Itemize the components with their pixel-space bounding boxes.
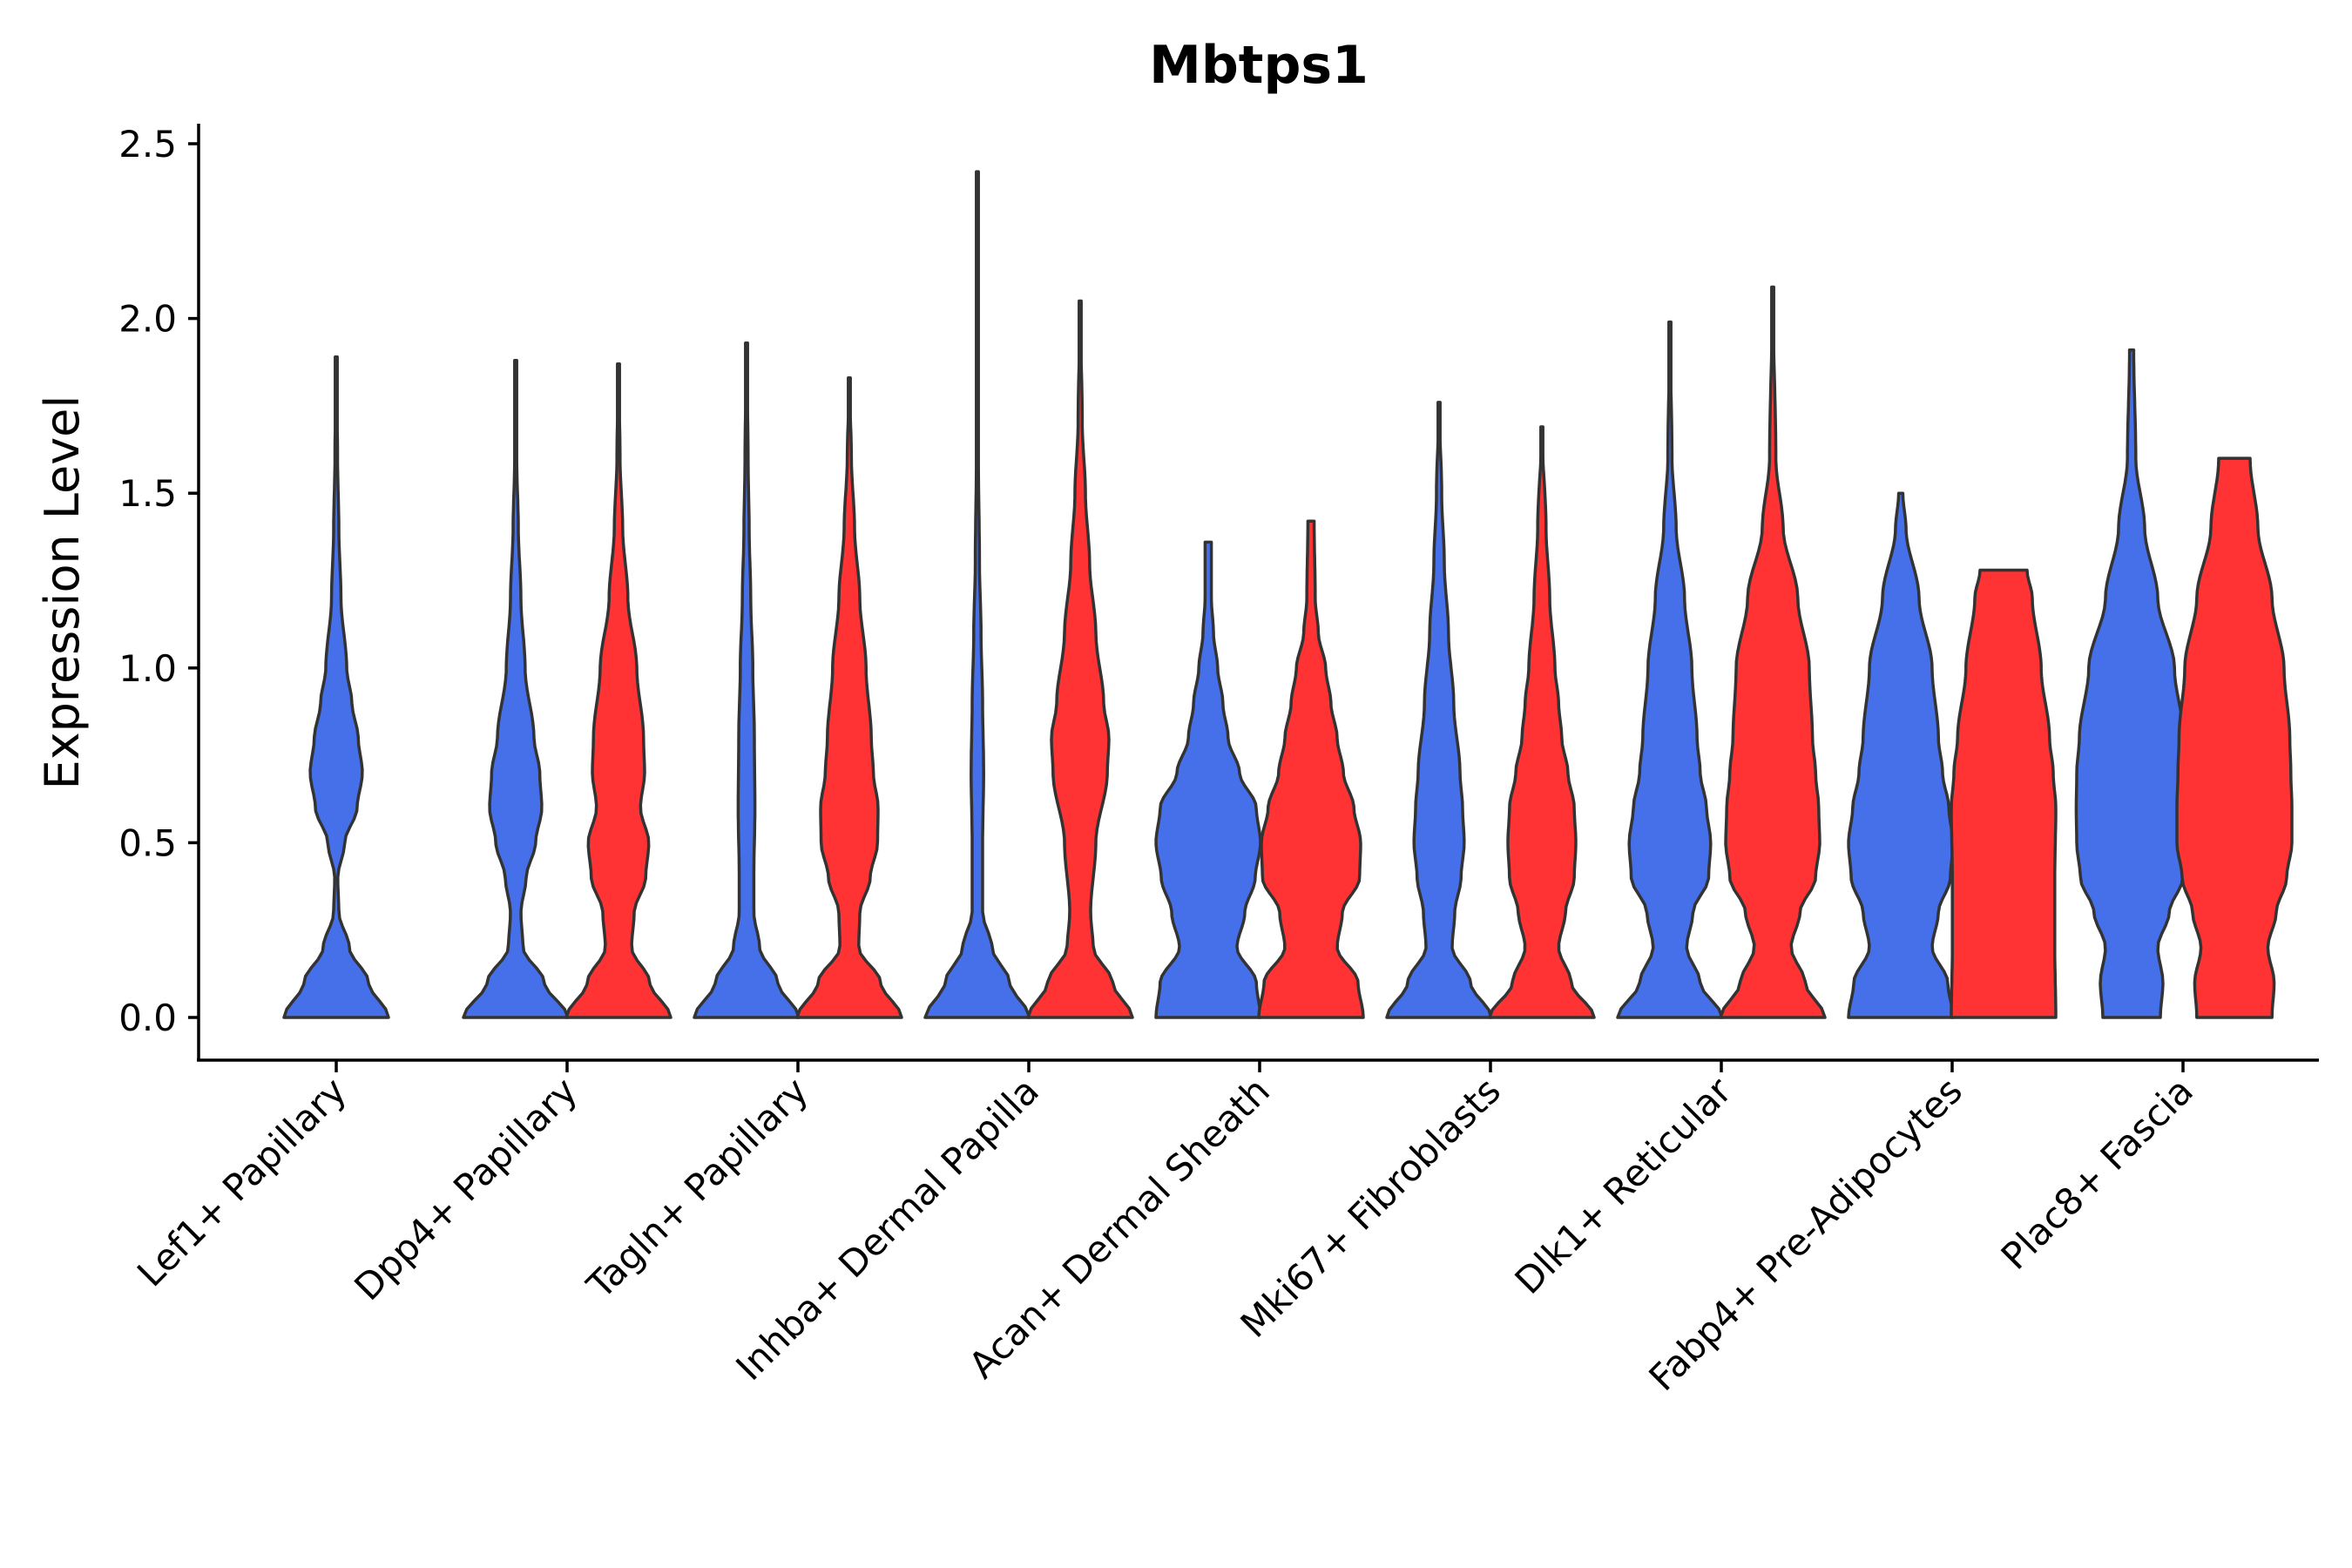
violin-mki67-fibroblasts-blue xyxy=(1385,401,1493,1019)
violin-dlk1-reticular-red xyxy=(1719,285,1827,1019)
violin-tagln-papillary-blue xyxy=(693,341,801,1019)
violin-mki67-fibroblasts-red xyxy=(1488,425,1596,1019)
y-axis-ticks: 0.0 0.5 1.0 1.5 2.0 2.5 xyxy=(118,123,199,1039)
y-tick-label: 0.0 xyxy=(118,997,177,1039)
violins-group xyxy=(282,170,2294,1019)
violin-inhba-dermal-papilla-red xyxy=(1026,299,1134,1019)
x-tick-label-plac8-fascia: Plac8+ Fascia xyxy=(1993,1069,2201,1277)
violin-dlk1-reticular-blue xyxy=(1616,320,1724,1019)
violin-inhba-dermal-papilla-blue xyxy=(923,170,1031,1019)
y-tick-label: 1.5 xyxy=(118,472,177,515)
x-tick-label-dlk1-reticular: Dlk1+ Reticular xyxy=(1507,1069,1740,1302)
chart-title: Mbtps1 xyxy=(1149,35,1369,96)
violin-dpp4-papillary-blue xyxy=(462,358,570,1019)
y-axis-label: Expression Level xyxy=(35,395,90,790)
violin-plac8-fascia-blue xyxy=(2074,348,2189,1019)
x-tick-label-mki67-fibroblasts: Mki67+ Fibroblasts xyxy=(1233,1069,1509,1345)
y-tick-label: 1.0 xyxy=(118,647,177,690)
y-tick-label: 2.0 xyxy=(118,298,177,341)
violin-lef1-papillary-blue xyxy=(282,355,390,1019)
violin-fabp4-pre-adipocytes-blue xyxy=(1847,491,1955,1019)
x-tick-label-dpp4-papillary: Dpp4+ Papillary xyxy=(346,1069,585,1308)
violin-dpp4-papillary-red xyxy=(564,362,672,1019)
x-tick-label-lef1-papillary: Lef1+ Papillary xyxy=(129,1069,355,1294)
violin-tagln-papillary-red xyxy=(795,376,903,1019)
x-tick-label-tagln-papillary: Tagln+ Papillary xyxy=(578,1069,816,1307)
violin-acan-dermal-sheath-red xyxy=(1257,519,1365,1019)
y-tick-label: 0.5 xyxy=(118,821,177,864)
y-tick-label: 2.5 xyxy=(118,123,177,166)
violin-acan-dermal-sheath-blue xyxy=(1154,540,1262,1019)
violin-plac8-fascia-red xyxy=(2175,456,2294,1019)
violin-fabp4-pre-adipocytes-red xyxy=(1950,568,2058,1019)
